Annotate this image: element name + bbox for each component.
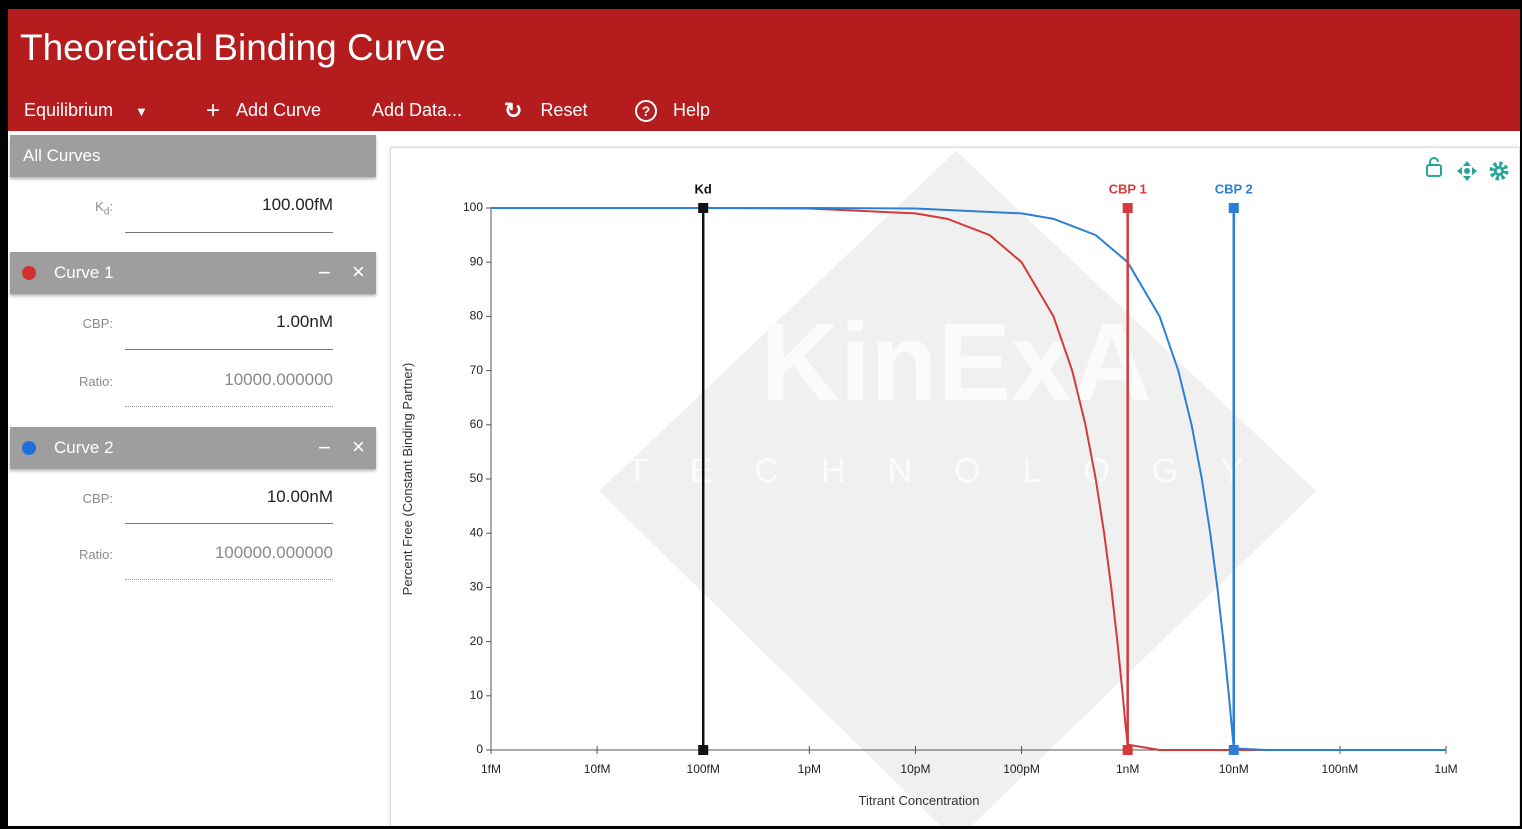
y-axis-title: Percent Free (Constant Binding Partner) bbox=[400, 363, 415, 596]
all-curves-title: All Curves bbox=[23, 146, 100, 166]
ratio-value: 100000.000000 bbox=[123, 543, 333, 563]
cbp-label: CBP: bbox=[13, 316, 113, 331]
x-tick-label: 10fM bbox=[584, 762, 611, 776]
watermark-brand: KinExA bbox=[760, 301, 1151, 424]
add-data-label: Add Data... bbox=[372, 100, 462, 120]
marker-handle bbox=[1123, 203, 1133, 213]
marker-label: Kd bbox=[695, 181, 712, 196]
marker-handle bbox=[1229, 203, 1239, 213]
marker-label: CBP 2 bbox=[1215, 181, 1253, 196]
y-tick-label: 90 bbox=[470, 254, 484, 268]
x-tick-label: 1uM bbox=[1434, 762, 1457, 776]
curve-dot bbox=[22, 441, 36, 455]
plus-icon: + bbox=[206, 97, 220, 124]
watermark: KinExA TECHNOLOGY bbox=[599, 151, 1316, 826]
settings-icon[interactable] bbox=[1492, 164, 1506, 178]
ratio-value: 10000.000000 bbox=[123, 370, 333, 390]
cbp-underline bbox=[125, 349, 333, 350]
pan-icon[interactable] bbox=[1457, 161, 1477, 181]
y-tick-label: 30 bbox=[470, 580, 484, 594]
y-tick-label: 100 bbox=[463, 200, 483, 214]
close-button[interactable]: × bbox=[352, 259, 365, 285]
curve-name: Curve 2 bbox=[54, 438, 114, 458]
ratio-label: Ratio: bbox=[13, 547, 113, 562]
y-tick-label: 50 bbox=[470, 471, 484, 485]
collapse-button[interactable]: − bbox=[318, 435, 331, 461]
curve-dot bbox=[22, 266, 36, 280]
x-tick-label: 100fM bbox=[687, 762, 720, 776]
kd-underline bbox=[125, 232, 333, 233]
lock-icon[interactable] bbox=[1427, 158, 1441, 176]
curve-bar: Curve 2 −× bbox=[10, 427, 376, 469]
kd-input[interactable]: 100.00fM bbox=[123, 195, 333, 215]
y-tick-label: 10 bbox=[470, 688, 484, 702]
kd-label: Kd: bbox=[13, 199, 113, 218]
x-tick-label: 1fM bbox=[481, 762, 501, 776]
mode-dropdown[interactable]: Equilibrium ▼ bbox=[24, 99, 148, 123]
mode-label: Equilibrium bbox=[24, 100, 113, 120]
add-data-button[interactable]: Add Data... bbox=[372, 99, 462, 121]
y-tick-label: 0 bbox=[476, 742, 483, 756]
curve-name: Curve 1 bbox=[54, 263, 114, 283]
x-tick-label: 1nM bbox=[1116, 762, 1139, 776]
add-curve-label: Add Curve bbox=[236, 100, 321, 120]
watermark-tagline: TECHNOLOGY bbox=[627, 452, 1285, 490]
marker-handle bbox=[1229, 745, 1239, 755]
kd-symbol: K bbox=[95, 199, 104, 214]
x-tick-label: 10nM bbox=[1219, 762, 1249, 776]
help-icon: ? bbox=[635, 100, 657, 122]
ratio-label: Ratio: bbox=[13, 374, 113, 389]
x-tick-label: 1pM bbox=[798, 762, 821, 776]
kd-suffix: : bbox=[109, 199, 113, 214]
ratio-underline bbox=[125, 579, 333, 580]
marker-handle bbox=[1123, 745, 1133, 755]
chart: KinExA TECHNOLOGY Percent Free (Constant… bbox=[391, 148, 1519, 826]
close-button[interactable]: × bbox=[352, 434, 365, 460]
marker-handle bbox=[698, 745, 708, 755]
add-curve-button[interactable]: + Add Curve bbox=[206, 99, 321, 122]
help-label: Help bbox=[673, 100, 710, 120]
dropdown-caret: ▼ bbox=[135, 104, 148, 119]
ratio-underline bbox=[125, 406, 333, 407]
page: {"header": {"title": "Theoretical Bindin… bbox=[0, 0, 1522, 829]
y-tick-label: 20 bbox=[470, 634, 484, 648]
collapse-button[interactable]: − bbox=[318, 260, 331, 286]
cbp-input[interactable]: 10.00nM bbox=[123, 487, 333, 507]
x-tick-label: 10pM bbox=[900, 762, 930, 776]
cbp-underline bbox=[125, 523, 333, 524]
marker-label: CBP 1 bbox=[1109, 181, 1147, 196]
x-tick-label: 100nM bbox=[1322, 762, 1359, 776]
page-title: Theoretical Binding Curve bbox=[20, 27, 446, 69]
app: Theoretical Binding Curve Equilibrium ▼ +… bbox=[8, 9, 1520, 826]
y-tick-label: 60 bbox=[470, 417, 484, 431]
x-tick-label: 100pM bbox=[1003, 762, 1040, 776]
cbp-input[interactable]: 1.00nM bbox=[123, 312, 333, 332]
y-tick-label: 80 bbox=[470, 309, 484, 323]
all-curves-bar: All Curves bbox=[10, 135, 376, 177]
x-axis-title: Titrant Concentration bbox=[859, 793, 980, 808]
curve-bar: Curve 1 −× bbox=[10, 252, 376, 294]
y-tick-label: 70 bbox=[470, 363, 484, 377]
reset-button[interactable]: ↻ Reset bbox=[504, 99, 587, 122]
reset-label: Reset bbox=[540, 100, 587, 120]
reset-icon: ↻ bbox=[504, 98, 522, 123]
cbp-label: CBP: bbox=[13, 491, 113, 506]
chart-panel: KinExA TECHNOLOGY Percent Free (Constant… bbox=[390, 147, 1520, 826]
plot: KinExA TECHNOLOGY Percent Free (Constant… bbox=[400, 151, 1506, 826]
help-button[interactable]: ? Help bbox=[635, 99, 710, 122]
y-tick-label: 40 bbox=[470, 525, 484, 539]
marker-handle bbox=[698, 203, 708, 213]
header: Theoretical Binding Curve Equilibrium ▼ +… bbox=[8, 9, 1520, 131]
